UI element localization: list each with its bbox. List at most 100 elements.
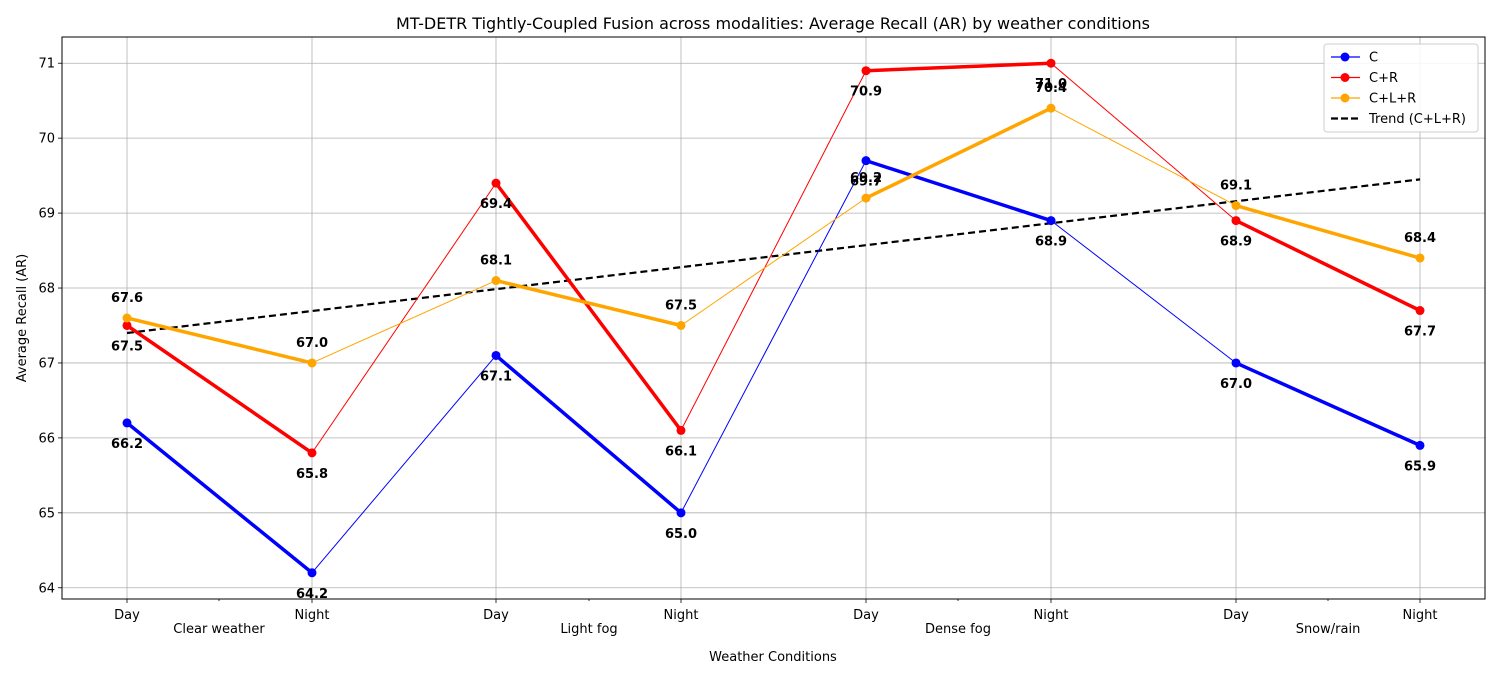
x-tick-label: Night <box>295 608 330 623</box>
data-point <box>491 178 501 188</box>
data-point <box>1231 201 1241 211</box>
series-segment <box>494 181 683 433</box>
series-c <box>122 156 1425 578</box>
y-tick-label: 66 <box>38 431 55 446</box>
legend-marker <box>1340 52 1350 62</box>
data-label: 64.2 <box>296 587 328 602</box>
legend: C C+R C+L+R Trend (C+L+R) <box>1323 43 1479 133</box>
series-segment <box>1050 107 1237 207</box>
series-segment <box>1234 203 1422 260</box>
data-label: 68.1 <box>480 254 512 269</box>
x-tick-label: Day <box>114 608 140 623</box>
data-label: 70.9 <box>850 85 882 100</box>
series-segment <box>125 421 314 575</box>
grid <box>62 37 1485 599</box>
data-label: 66.1 <box>665 444 697 459</box>
data-point <box>1415 440 1425 450</box>
data-label: 69.7 <box>850 175 882 190</box>
series-segment <box>311 354 497 574</box>
series-segment <box>1050 220 1237 364</box>
axes: 64 65 66 67 68 69 70 71 Day Night Day Night Day Night… <box>38 36 1486 637</box>
series-segment <box>680 197 867 326</box>
series-segment <box>680 70 867 431</box>
series-segment <box>494 353 683 515</box>
data-label: 71.0 <box>1035 77 1067 92</box>
x-group-label: Dense fog <box>925 622 991 637</box>
data-point <box>1415 306 1425 316</box>
series-c-plus-r <box>122 58 1425 458</box>
data-point <box>861 66 871 76</box>
data-point <box>491 276 501 286</box>
trend-line-path <box>126 178 1421 335</box>
data-point <box>1231 358 1241 368</box>
y-tick-label: 68 <box>38 282 55 297</box>
plot-frame <box>61 36 1486 600</box>
y-tick-label: 70 <box>38 132 55 147</box>
series-segment <box>1234 361 1422 448</box>
y-tick-label: 64 <box>38 581 55 596</box>
data-point <box>676 425 686 435</box>
y-tick-label: 69 <box>38 207 55 222</box>
data-label: 68.9 <box>1220 235 1252 250</box>
legend-label: C+R <box>1369 71 1398 86</box>
series-segment <box>125 316 314 365</box>
legend-label: C+L+R <box>1369 92 1416 107</box>
data-point <box>122 320 132 330</box>
x-group-label: Snow/rain <box>1296 622 1361 637</box>
series-segment <box>494 278 683 328</box>
data-label: 68.9 <box>1035 235 1067 250</box>
x-axis-label: Weather Conditions <box>709 650 837 665</box>
data-label: 67.5 <box>665 298 697 313</box>
data-label: 65.8 <box>296 467 328 482</box>
legend-label: C <box>1369 51 1378 66</box>
x-group-label: Light fog <box>560 622 617 637</box>
data-point <box>1046 58 1056 68</box>
series-segment <box>125 323 314 455</box>
data-label: 65.9 <box>1404 459 1436 474</box>
x-tick-label: Day <box>853 608 879 623</box>
y-tick-label: 67 <box>38 356 55 371</box>
data-label: 67.0 <box>1220 377 1252 392</box>
x-group-label: Clear weather <box>173 622 265 637</box>
series-segment <box>864 106 1053 200</box>
data-label: 67.6 <box>111 291 143 306</box>
series-segment <box>1050 62 1237 222</box>
legend-box <box>1323 43 1479 133</box>
series-lines <box>122 58 1425 578</box>
series-segment <box>311 280 497 364</box>
data-label: 67.7 <box>1404 325 1436 340</box>
data-point <box>307 448 317 458</box>
chart-title: MT-DETR Tightly-Coupled Fusion across mo… <box>396 14 1150 33</box>
legend-label: Trend (C+L+R) <box>1368 112 1466 127</box>
data-point <box>1231 216 1241 226</box>
data-point <box>307 568 317 578</box>
y-tick-label: 71 <box>38 57 55 72</box>
data-label: 69.2 <box>850 171 882 186</box>
x-tick-label: Day <box>483 608 509 623</box>
x-tick-label: Night <box>1403 608 1438 623</box>
series-segment <box>864 61 1053 73</box>
series-segment <box>311 182 497 454</box>
data-label: 68.4 <box>1404 231 1436 246</box>
data-point <box>307 358 317 368</box>
data-label: 70.4 <box>1035 81 1067 96</box>
data-point <box>676 320 686 330</box>
data-label: 69.4 <box>480 197 512 212</box>
data-point <box>122 418 132 428</box>
data-point <box>676 508 686 518</box>
legend-marker <box>1340 93 1350 103</box>
data-label: 67.0 <box>296 336 328 351</box>
data-label: 67.1 <box>480 369 512 384</box>
y-tick-label: 65 <box>38 506 55 521</box>
data-point <box>1415 253 1425 263</box>
data-point <box>122 313 132 323</box>
series-segment <box>1234 218 1422 313</box>
legend-marker <box>1340 73 1350 82</box>
data-label: 69.1 <box>1220 179 1252 194</box>
series-c-plus-l-plus-r <box>122 103 1425 368</box>
data-point <box>861 193 871 203</box>
data-label: 67.5 <box>111 339 143 354</box>
trend-line <box>126 178 1421 335</box>
x-tick-label: Night <box>664 608 699 623</box>
